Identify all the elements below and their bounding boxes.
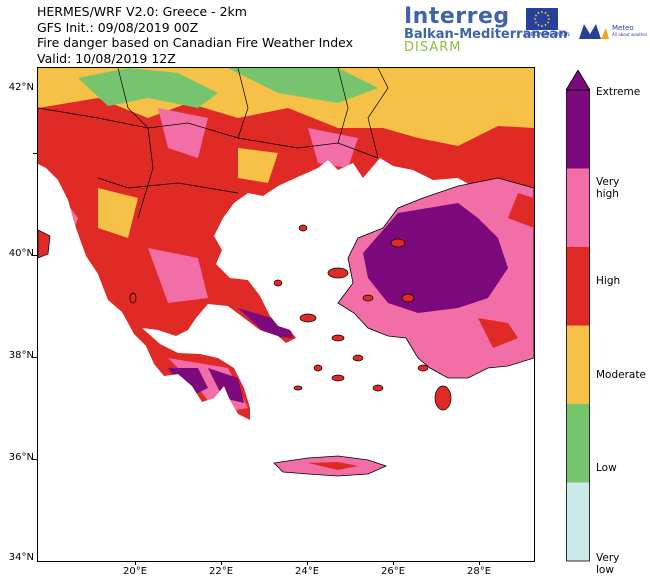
fire-danger-colorbar	[566, 70, 590, 562]
colorbar-label-moderate: Moderate	[596, 369, 646, 381]
y-tickmark	[33, 459, 37, 460]
meteo-name: Meteo	[612, 24, 634, 32]
y-tick-label: 36°N	[8, 452, 34, 463]
y-tickmark	[33, 255, 37, 256]
colorbar-band	[566, 325, 590, 404]
eu-label: EUROPEAN UNION	[524, 32, 570, 38]
y-tickmark	[33, 153, 37, 154]
interreg-program: Balkan-Mediterranean	[404, 27, 568, 42]
y-tickmark	[33, 357, 37, 358]
x-tickmark	[135, 561, 136, 565]
y-tick-label: 38°N	[8, 350, 34, 361]
model-title: HERMES/WRF V2.0: Greece - 2km	[37, 4, 247, 19]
eu-flag-icon	[526, 8, 558, 30]
map-canvas	[38, 68, 534, 477]
valid-time: Valid: 10/08/2019 12Z	[37, 50, 176, 66]
colorbar-extend-arrow	[566, 70, 590, 91]
product-description: Fire danger based on Canadian Fire Weath…	[37, 35, 354, 50]
colorbar-band	[566, 482, 590, 561]
meteo-tagline: All about weather	[612, 32, 648, 37]
interreg-project: DISARM	[404, 40, 462, 55]
colorbar-frame	[566, 89, 590, 562]
y-tick-label: 40°N	[8, 248, 34, 259]
interreg-logo: Interreg Balkan-Mediterranean DISARM	[404, 4, 567, 55]
init-time: GFS Init.: 09/08/2019 00Z	[37, 19, 199, 35]
x-tick-label: 22°E	[208, 566, 234, 577]
x-tick-label: 24°E	[294, 566, 320, 577]
colorbar-label-high: High	[596, 275, 621, 287]
colorbar-band	[566, 168, 590, 247]
x-tick-label: 28°E	[466, 566, 492, 577]
x-tick-label: 20°E	[122, 566, 148, 577]
x-tickmark	[479, 561, 480, 565]
colorbar-label-extreme: Extreme	[596, 86, 641, 98]
interreg-name: Interreg	[404, 4, 510, 29]
fire-danger-map	[37, 67, 535, 562]
colorbar-label-low: Low	[596, 462, 617, 474]
colorbar-label-very-high: Very high	[596, 176, 620, 200]
x-tickmark	[307, 561, 308, 565]
colorbar-label-very-low: Very low	[596, 552, 620, 576]
colorbar-band	[566, 247, 590, 326]
colorbar-band	[566, 404, 590, 483]
colorbar-band	[566, 90, 590, 169]
x-tick-label: 26°E	[380, 566, 406, 577]
y-tick-label: 42°N	[8, 82, 34, 93]
x-tickmark	[393, 561, 394, 565]
meteo-m-icon	[579, 24, 609, 39]
x-tickmark	[221, 561, 222, 565]
meteo-logo: Meteo All about weather	[578, 22, 647, 44]
y-tick-label: 34°N	[8, 552, 34, 563]
map-title-block: HERMES/WRF V2.0: Greece - 2km GFS Init.:…	[37, 4, 353, 66]
